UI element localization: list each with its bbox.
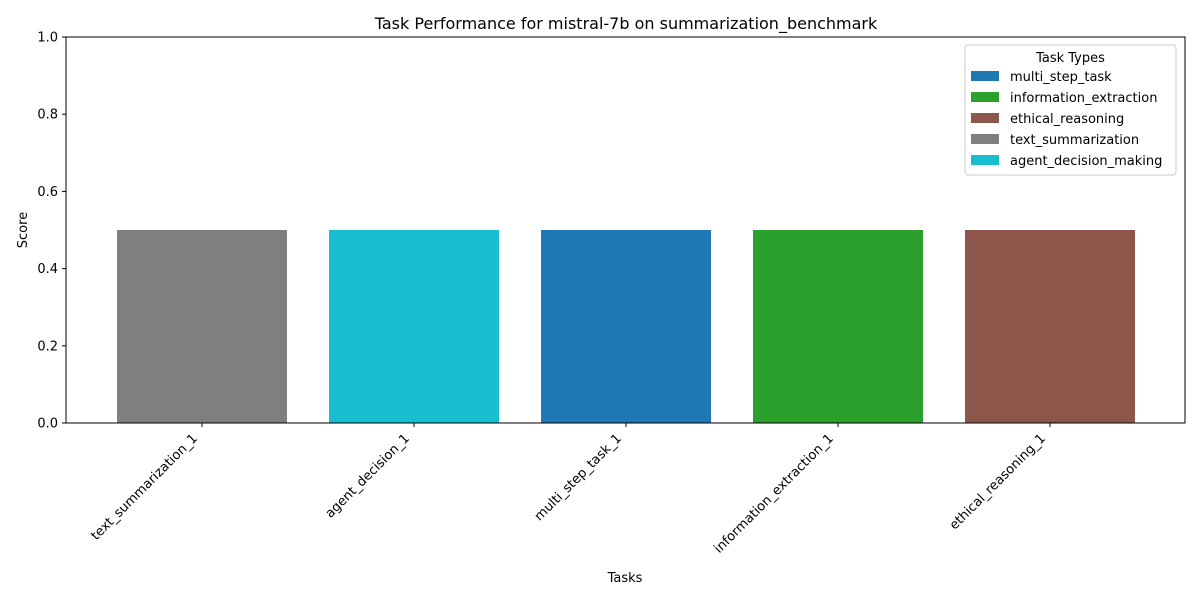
y-tick-label: 1.0	[37, 31, 58, 46]
bar-ethical_reasoning_1	[965, 230, 1135, 423]
legend-swatch-information_extraction	[971, 92, 999, 102]
legend-swatch-multi_step_task	[971, 71, 999, 81]
x-tick-label: information_extraction_1	[712, 431, 837, 556]
legend-title: Task Types	[1035, 51, 1105, 66]
legend: Task Types multi_step_task information_ext…	[964, 44, 1177, 176]
chart-title: Task Performance for mistral-7b on summa…	[374, 14, 878, 34]
y-tick-label: 0.6	[37, 185, 58, 200]
y-tick-label: 0.8	[37, 108, 58, 123]
legend-label-multi_step_task: multi_step_task	[1010, 70, 1112, 85]
y-tick-label: 0.0	[37, 417, 58, 432]
legend-label-information_extraction: information_extraction	[1010, 91, 1157, 106]
x-axis: text_summarization_1 agent_decision_1 mult…	[88, 423, 1051, 557]
bar-agent_decision_1	[329, 230, 499, 423]
legend-swatch-text_summarization	[971, 134, 999, 144]
x-tick-label: ethical_reasoning_1	[947, 431, 1049, 533]
bar-text_summarization_1	[117, 230, 287, 423]
x-tick-label: multi_step_task_1	[532, 431, 625, 524]
legend-swatch-agent_decision_making	[971, 155, 999, 165]
bar-multi_step_task_1	[541, 230, 711, 423]
y-axis-title: Score	[16, 212, 31, 248]
y-axis: 0.0 0.2 0.4 0.6 0.8 1.0	[37, 31, 66, 432]
legend-label-text_summarization: text_summarization	[1010, 133, 1139, 148]
x-tick-label: text_summarization_1	[88, 431, 200, 543]
legend-label-ethical_reasoning: ethical_reasoning	[1010, 112, 1124, 127]
x-tick-label: agent_decision_1	[323, 431, 413, 521]
legend-swatch-ethical_reasoning	[971, 113, 999, 123]
x-axis-title: Tasks	[607, 571, 643, 586]
y-tick-label: 0.4	[37, 262, 58, 277]
y-tick-label: 0.2	[37, 339, 58, 354]
legend-box	[964, 44, 1177, 176]
legend-label-agent_decision_making: agent_decision_making	[1010, 154, 1162, 169]
bar-information_extraction_1	[753, 230, 923, 423]
bars-group	[117, 230, 1135, 423]
